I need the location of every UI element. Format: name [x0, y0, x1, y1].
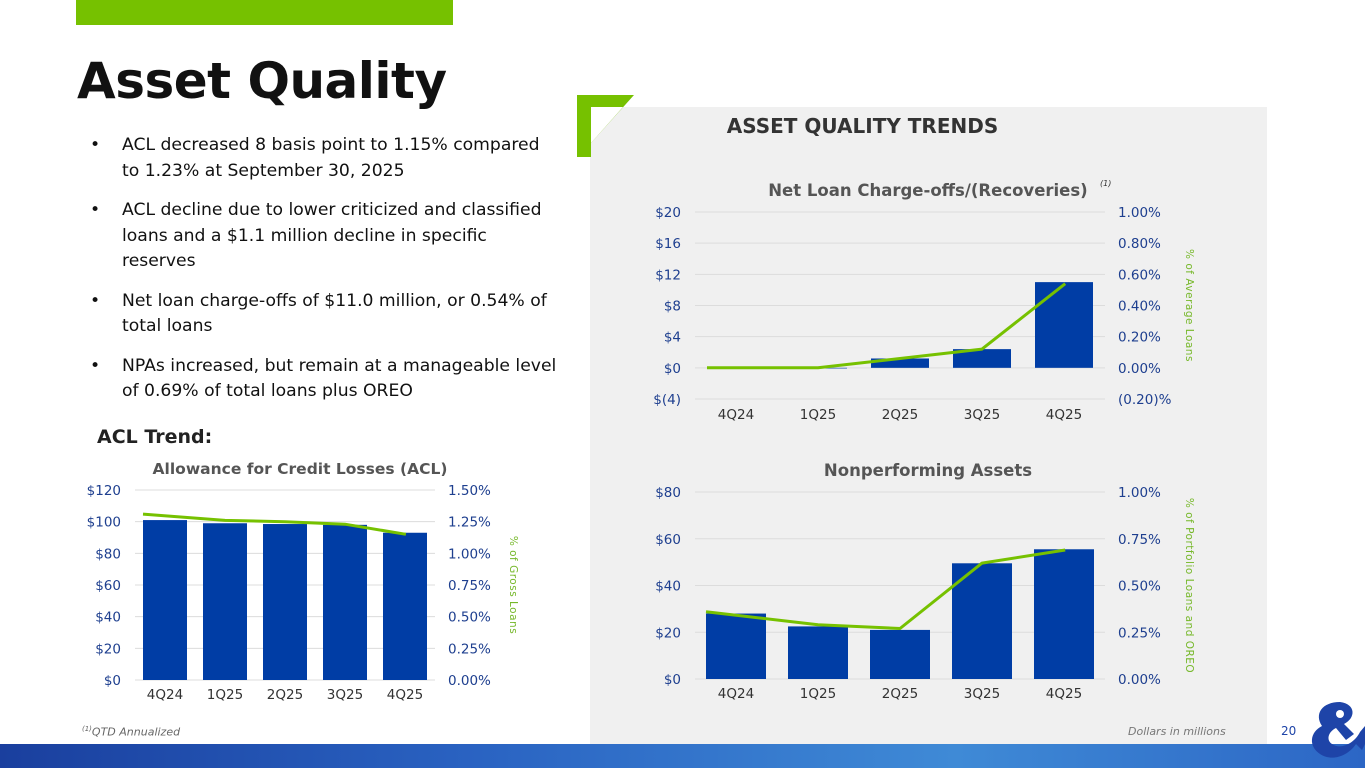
y2-tick-label: 0.00%: [1118, 361, 1161, 377]
npa-chart: Nonperforming Assets $0 $20 $40 $60 $80 0.00% 0…: [655, 461, 1195, 702]
y2-tick-label: 0.20%: [1118, 330, 1161, 346]
bottom-band: [0, 744, 1365, 768]
y2-tick-label: 0.75%: [448, 578, 491, 594]
y2-tick-label: 0.40%: [1118, 299, 1161, 315]
y-tick-label: $20: [655, 205, 681, 221]
y-tick-label: $40: [655, 579, 681, 595]
x-tick-label: 4Q24: [718, 686, 754, 702]
bar: [323, 524, 367, 680]
bullet-list: ACL decreased 8 basis point to 1.15% com…: [90, 133, 560, 419]
page-title: Asset Quality: [77, 52, 447, 110]
bullet-item: ACL decline due to lower criticized and …: [90, 198, 560, 275]
y2-tick-label: 0.00%: [448, 673, 491, 689]
y-tick-label: $(4): [653, 392, 681, 408]
y2-axis-label: % of Average Loans: [1183, 249, 1195, 362]
chart-title: Nonperforming Assets: [824, 461, 1032, 480]
y2-tick-label: 1.25%: [448, 515, 491, 531]
y2-tick-label: 1.50%: [448, 483, 491, 499]
bullet-item: NPAs increased, but remain at a manageab…: [90, 354, 560, 405]
panel-corner-accent: [577, 95, 634, 157]
bar: [953, 349, 1011, 368]
y-tick-label: $4: [664, 330, 681, 346]
y2-tick-label: 0.50%: [1118, 579, 1161, 595]
y2-tick-label: 1.00%: [1118, 205, 1161, 221]
y-tick-label: $0: [664, 672, 681, 688]
bar: [788, 626, 848, 679]
bar: [263, 524, 307, 680]
series-line: [705, 548, 1066, 630]
x-tick-label: 4Q25: [1046, 407, 1082, 423]
y-tick-label: $0: [664, 361, 681, 377]
footnote-marker: (1): [82, 725, 92, 733]
y-tick-label: $80: [655, 485, 681, 501]
y-tick-label: $12: [655, 267, 681, 283]
dollars-note: Dollars in millions: [1128, 725, 1226, 738]
page-number: 20: [1281, 724, 1297, 738]
bullet-item: Net loan charge-offs of $11.0 million, o…: [90, 289, 560, 340]
chart-title-marker: (1): [1100, 179, 1111, 188]
bar: [1034, 549, 1094, 679]
y2-tick-label: 0.25%: [1118, 625, 1161, 641]
bar: [203, 523, 247, 680]
y2-tick-label: 0.60%: [1118, 267, 1161, 283]
x-tick-label: 3Q25: [964, 407, 1000, 423]
bar: [706, 613, 766, 679]
x-tick-label: 4Q25: [1046, 686, 1082, 702]
x-tick-label: 4Q25: [387, 687, 423, 703]
y2-tick-label: 1.00%: [1118, 485, 1161, 501]
y-tick-label: $120: [87, 483, 121, 499]
footnote: (1)QTD Annualized: [82, 725, 180, 739]
y-tick-label: $20: [655, 625, 681, 641]
y-tick-label: $60: [655, 532, 681, 548]
y2-tick-label: 0.50%: [448, 610, 491, 626]
x-tick-label: 3Q25: [327, 687, 363, 703]
y-tick-label: $60: [95, 578, 121, 594]
y2-tick-label: 0.80%: [1118, 236, 1161, 252]
bar: [870, 629, 930, 679]
bar: [952, 563, 1012, 679]
acl-chart: Allowance for Credit Losses (ACL) $0 $20 $4…: [87, 460, 519, 703]
acl-trend-heading: ACL Trend:: [97, 426, 213, 448]
bar: [383, 532, 427, 680]
y2-tick-label: 0.75%: [1118, 532, 1161, 548]
y-tick-label: $80: [95, 546, 121, 562]
y-tick-label: $20: [95, 641, 121, 657]
footnote-text: QTD Annualized: [91, 725, 181, 739]
y2-tick-label: (0.20)%: [1118, 392, 1172, 408]
y2-tick-label: 0.00%: [1118, 672, 1161, 688]
y-tick-label: $8: [664, 299, 681, 315]
x-tick-label: 1Q25: [800, 686, 836, 702]
ampersand-logo: [1311, 702, 1365, 758]
chart-title: Allowance for Credit Losses (ACL): [153, 460, 448, 478]
panel-title: ASSET QUALITY TRENDS: [726, 114, 999, 138]
top-accent-bar: [76, 0, 453, 25]
y2-tick-label: 0.25%: [448, 641, 491, 657]
x-tick-label: 2Q25: [267, 687, 303, 703]
x-tick-label: 3Q25: [964, 686, 1000, 702]
bullet-item: ACL decreased 8 basis point to 1.15% com…: [90, 133, 560, 184]
x-tick-label: 2Q25: [882, 686, 918, 702]
y2-axis-label: % of Gross Loans: [507, 536, 519, 634]
x-tick-label: 1Q25: [207, 687, 243, 703]
y-tick-label: $100: [87, 515, 121, 531]
y-tick-label: $40: [95, 610, 121, 626]
y2-axis-label: % of Portfolio Loans and OREO: [1183, 498, 1195, 673]
bar: [143, 520, 187, 680]
nco-chart: Net Loan Charge-offs/(Recoveries) (1) $(4)…: [653, 179, 1195, 423]
x-tick-label: 1Q25: [800, 407, 836, 423]
y2-tick-label: 1.00%: [448, 546, 491, 562]
x-tick-label: 2Q25: [882, 407, 918, 423]
series-line: [142, 512, 407, 536]
y-tick-label: $16: [655, 236, 681, 252]
bar: [1035, 282, 1093, 368]
x-tick-label: 4Q24: [718, 407, 754, 423]
bar: [871, 358, 929, 368]
y-tick-label: $0: [104, 673, 121, 689]
chart-title: Net Loan Charge-offs/(Recoveries): [768, 181, 1087, 200]
series-line: [707, 282, 1067, 370]
x-tick-label: 4Q24: [147, 687, 183, 703]
